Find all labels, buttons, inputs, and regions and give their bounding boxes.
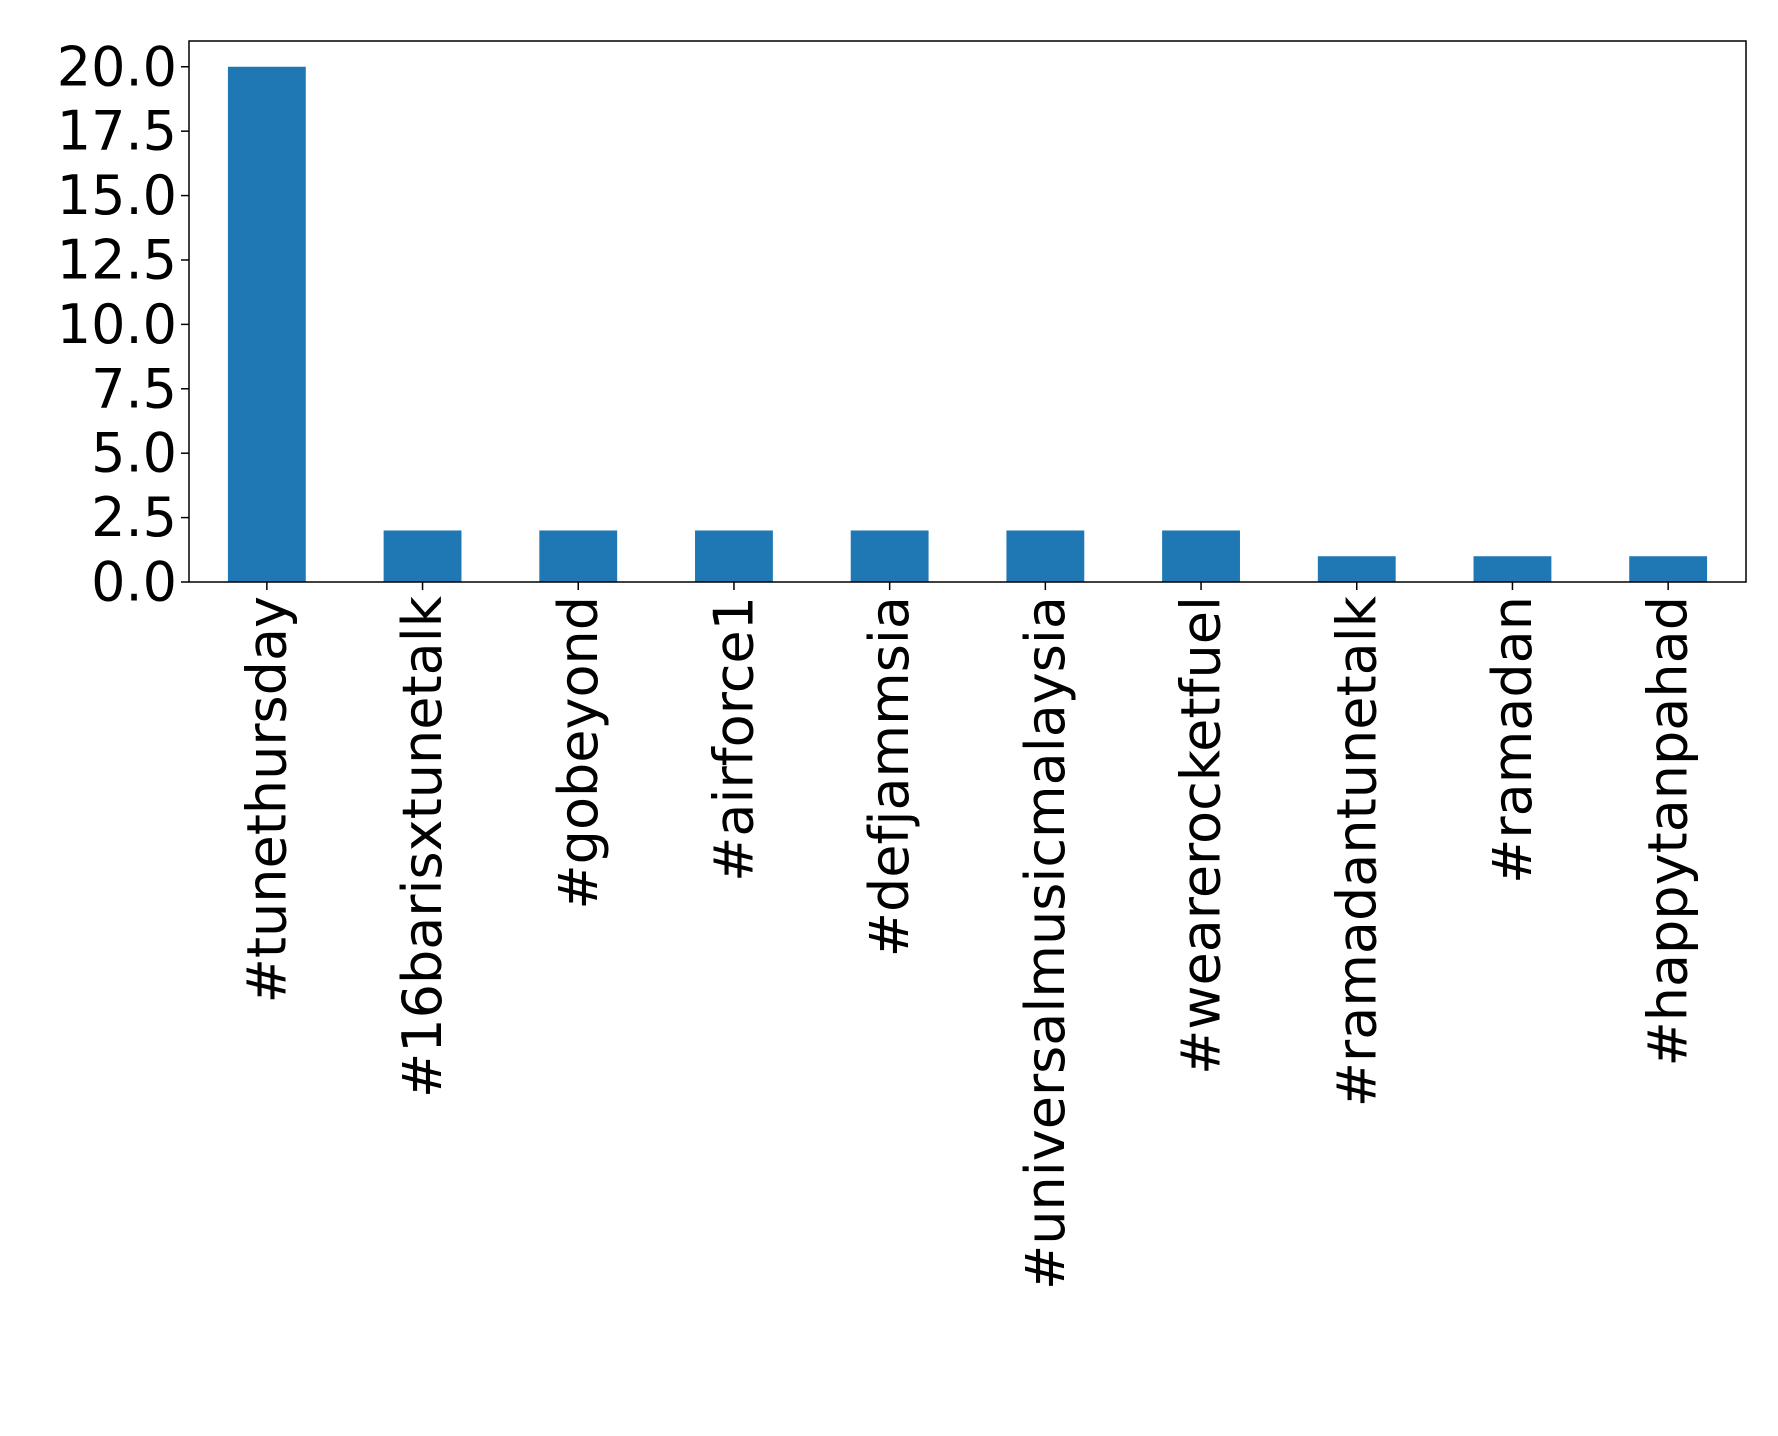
y-tick-label: 15.0 [57, 164, 177, 227]
y-tick-label: 7.5 [91, 357, 177, 420]
bar-happytanpahad [1629, 556, 1708, 582]
bar-airforce1 [695, 530, 773, 582]
x-tick-label: #ramadantunetalk [1325, 595, 1388, 1107]
bar-gobeyond [539, 530, 618, 582]
y-tick-label: 10.0 [57, 293, 177, 356]
x-tick-label: #happytanpahad [1637, 596, 1700, 1067]
x-tick-label: #ramadan [1481, 596, 1544, 884]
bars-group [227, 66, 1708, 582]
bar-wearerocketfuel [1162, 530, 1240, 582]
x-axis: #tunethursday #16barisxtunetalk #gobeyond #… [235, 582, 1700, 1290]
x-tick-label: #defjammsia [858, 596, 921, 957]
x-tick-label: #wearerocketfuel [1170, 596, 1233, 1075]
bar-defjammsia [850, 530, 929, 582]
bar-16barisxtunetalk [383, 530, 462, 582]
bar-tunethursday [227, 66, 306, 582]
x-tick-label: #16barisxtunetalk [391, 595, 454, 1098]
y-tick-label: 5.0 [91, 422, 177, 485]
bar-ramadantunetalk [1317, 556, 1396, 582]
y-tick-label: 0.0 [91, 551, 177, 614]
x-tick-label: #airforce1 [702, 596, 765, 882]
bar-universalmusicmalaysia [1006, 530, 1085, 582]
x-tick-label: #gobeyond [547, 596, 610, 910]
y-tick-label: 17.5 [57, 100, 177, 163]
y-tick-label: 20.0 [57, 35, 177, 98]
x-tick-label: #tunethursday [235, 596, 298, 1003]
plot-frame [188, 40, 1747, 583]
x-tick-label: #universalmusicmalaysia [1014, 596, 1077, 1290]
y-axis: 0.02.55.07.510.012.515.017.520.0 [57, 35, 189, 614]
y-tick-label: 12.5 [57, 228, 177, 291]
y-tick-label: 2.5 [91, 486, 177, 549]
bar-ramadan [1473, 556, 1552, 582]
